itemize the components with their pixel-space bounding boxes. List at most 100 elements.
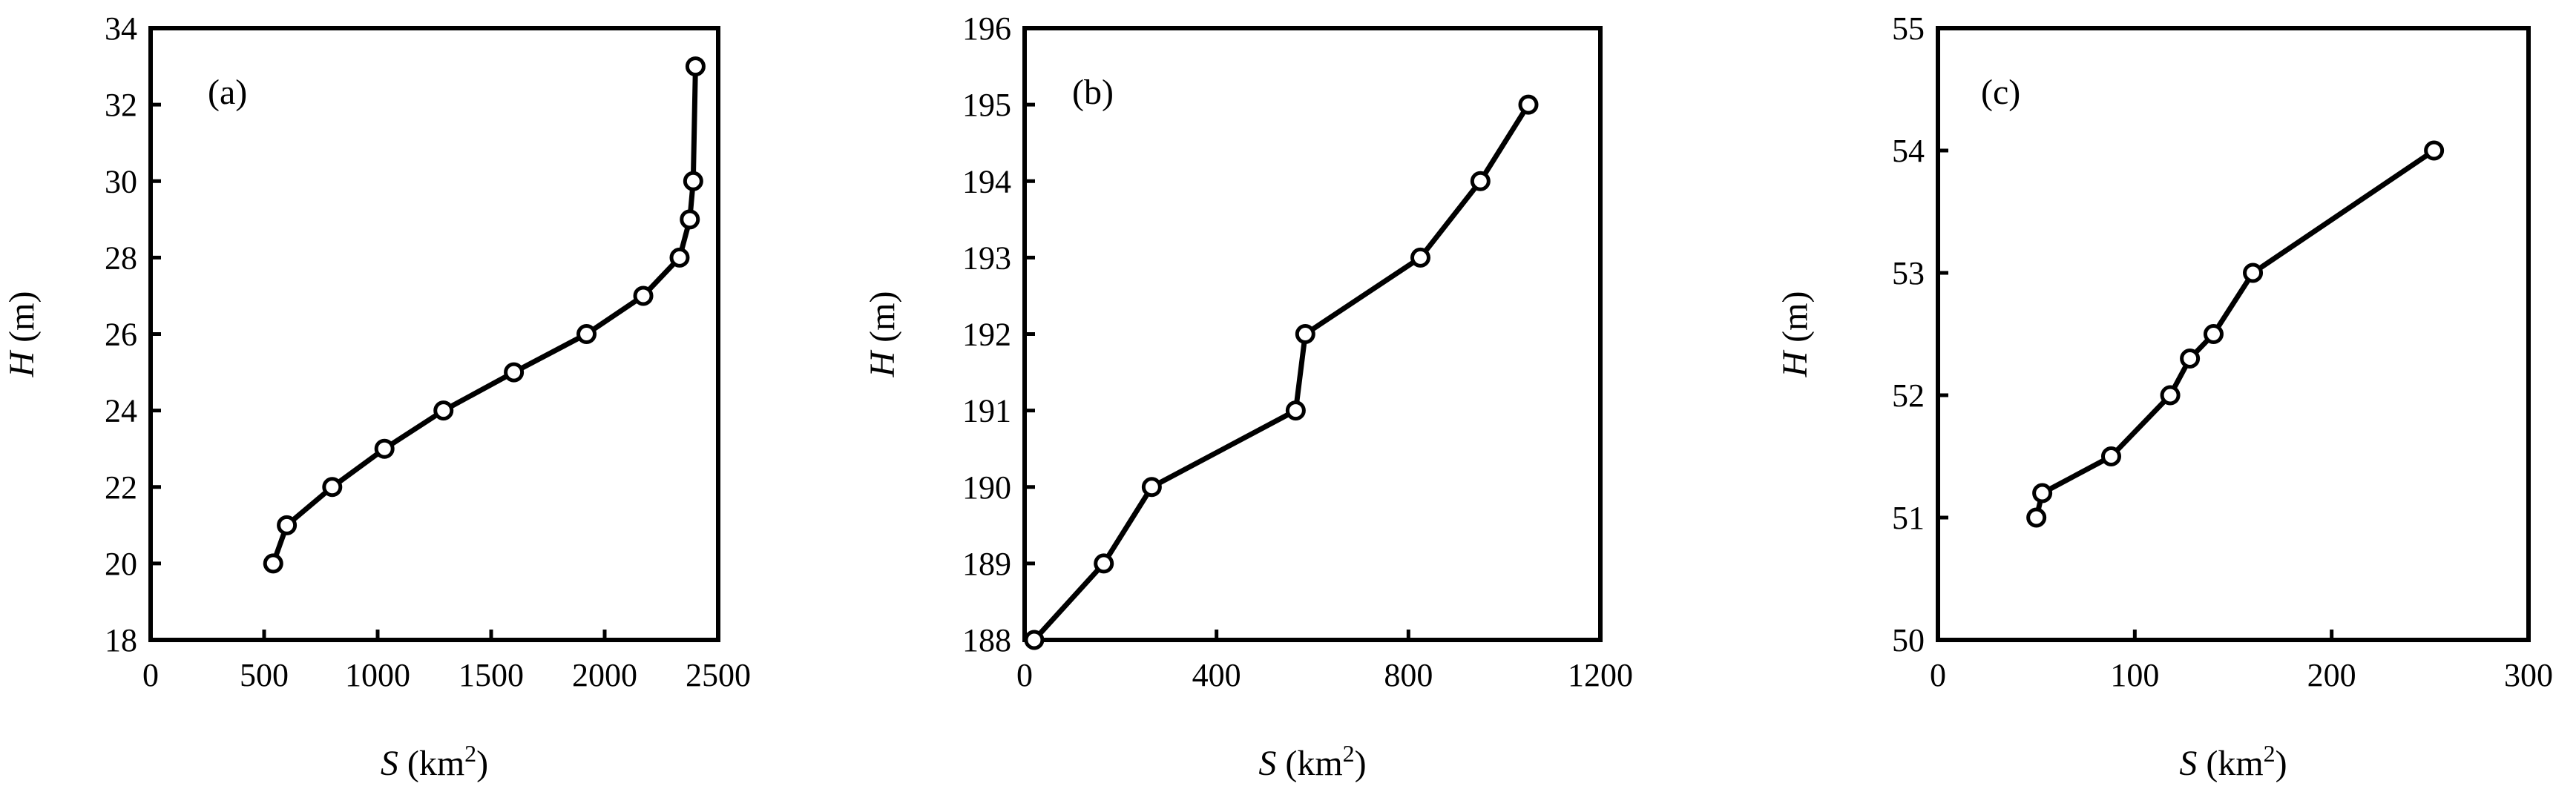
y-tick-label: 196 [962, 10, 1011, 47]
x-axis-unit-superscript: 2 [1343, 740, 1355, 767]
y-tick-label: 51 [1892, 500, 1925, 536]
x-axis-variable: S [1258, 744, 1276, 783]
data-point [1470, 171, 1491, 191]
x-axis-variable: S [381, 744, 398, 783]
data-point [1295, 324, 1315, 344]
x-tick-label: 1000 [345, 657, 410, 693]
y-axis-variable: H [2, 349, 42, 377]
chart-panel-c: 0 100 200 300 50 51 52 53 54 55 (c) S (km2) H (m) [1775, 10, 2553, 783]
y-tick-label: 193 [962, 240, 1011, 276]
data-point [1518, 94, 1539, 115]
chart-panel-a: 0 500 1000 1500 2000 2500 18 20 22 24 26 28 30 32 34 (a… [2, 10, 751, 783]
y-tick-label: 53 [1892, 255, 1925, 291]
x-tick-label: 0 [1016, 657, 1033, 693]
data-point [322, 477, 343, 498]
y-axis-title: H (m) [1775, 291, 1815, 378]
data-point [685, 56, 706, 77]
x-axis-unit: (km [398, 744, 464, 783]
y-tick-label: 188 [962, 622, 1011, 658]
y-axis-title: H (m) [2, 291, 42, 378]
series-line [2034, 148, 2437, 521]
x-axis-unit: (km [1276, 744, 1342, 783]
y-tick-label: 28 [105, 240, 137, 276]
x-tick-label: 300 [2504, 657, 2553, 693]
y-axis-unit: (m) [863, 291, 902, 351]
x-axis-unit: (km [2197, 744, 2263, 783]
data-point [277, 515, 298, 535]
data-point [2424, 140, 2445, 161]
x-axis-title: S (km2) [1258, 740, 1366, 783]
y-axis-variable: H [1775, 349, 1815, 377]
y-tick-label: 18 [105, 622, 137, 658]
chart-panel-b: 0 400 800 1200 188 189 190 191 192 193 194 195 196 (b… [863, 10, 1633, 783]
data-point [1141, 477, 1162, 498]
x-tick-label: 0 [142, 657, 159, 693]
y-axis-variable: H [863, 349, 902, 377]
series-line [1031, 102, 1531, 643]
x-axis-unit-close: ) [2276, 744, 2287, 783]
y-axis-unit: (m) [1775, 291, 1815, 351]
x-tick-label: 100 [2110, 657, 2159, 693]
x-axis-unit-superscript: 2 [464, 740, 476, 767]
data-point [1410, 247, 1430, 268]
data-point [1094, 553, 1114, 574]
x-tick-label: 1200 [1568, 657, 1633, 693]
y-tick-label: 22 [105, 469, 137, 506]
data-point [576, 324, 597, 344]
y-tick-label: 52 [1892, 377, 1925, 414]
y-tick-label: 192 [962, 317, 1011, 353]
x-axis-unit-superscript: 2 [2264, 740, 2276, 767]
x-axis-title: S (km2) [381, 740, 488, 783]
data-point [669, 247, 690, 268]
data-point [2026, 507, 2047, 528]
x-tick-label: 400 [1192, 657, 1241, 693]
data-point [433, 400, 454, 421]
y-tick-label: 189 [962, 546, 1011, 582]
data-point [680, 209, 700, 230]
y-tick-label: 191 [962, 393, 1011, 429]
panel-label: (c) [1981, 73, 2020, 112]
data-point [633, 285, 654, 306]
x-tick-label: 500 [240, 657, 289, 693]
data-point [2180, 349, 2201, 369]
data-point [504, 362, 525, 383]
y-tick-label: 50 [1892, 622, 1925, 658]
plot-frame [1936, 26, 2531, 642]
data-point [1024, 630, 1045, 650]
data-point [2100, 446, 2121, 466]
y-tick-label: 194 [962, 163, 1011, 199]
x-tick-label: 200 [2307, 657, 2356, 693]
x-axis-variable: S [2179, 744, 2197, 783]
y-axis-unit: (m) [2, 291, 42, 351]
y-tick-label: 20 [105, 546, 137, 582]
data-point [2243, 262, 2264, 283]
y-tick-label: 24 [105, 393, 137, 429]
x-tick-label: 800 [1384, 657, 1433, 693]
x-axis-unit-close: ) [476, 744, 488, 783]
y-tick-label: 190 [962, 469, 1011, 506]
plot-frame [148, 26, 720, 642]
y-tick-label: 30 [105, 163, 137, 199]
data-point [1285, 400, 1306, 421]
y-tick-label: 55 [1892, 10, 1925, 47]
data-point [374, 438, 395, 459]
y-tick-label: 195 [962, 87, 1011, 123]
x-tick-label: 2000 [572, 657, 637, 693]
data-point [2203, 324, 2224, 344]
y-tick-label: 54 [1892, 133, 1925, 169]
x-axis-title: S (km2) [2179, 740, 2287, 783]
y-tick-label: 34 [105, 10, 137, 47]
data-point [2160, 385, 2181, 406]
x-tick-label: 1500 [459, 657, 524, 693]
y-axis-title: H (m) [863, 291, 902, 378]
panel-label: (a) [208, 73, 247, 112]
data-point [263, 553, 283, 574]
x-tick-label: 0 [1930, 657, 1946, 693]
panel-label: (b) [1072, 73, 1114, 112]
data-point [2032, 483, 2053, 503]
data-point [683, 171, 703, 191]
x-axis-unit-close: ) [1355, 744, 1367, 783]
y-tick-label: 26 [105, 317, 137, 353]
y-tick-label: 32 [105, 87, 137, 123]
